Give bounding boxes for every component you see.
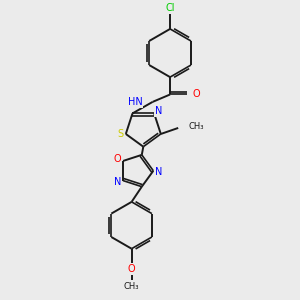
Text: CH₃: CH₃	[124, 282, 140, 291]
Text: O: O	[192, 89, 200, 100]
Text: CH₃: CH₃	[189, 122, 204, 131]
Text: O: O	[114, 154, 122, 164]
Text: S: S	[117, 129, 123, 139]
Text: N: N	[114, 177, 122, 187]
Text: N: N	[155, 106, 163, 116]
Text: Cl: Cl	[165, 3, 175, 13]
Text: N: N	[155, 167, 162, 177]
Text: O: O	[128, 265, 135, 275]
Text: HN: HN	[128, 97, 142, 107]
